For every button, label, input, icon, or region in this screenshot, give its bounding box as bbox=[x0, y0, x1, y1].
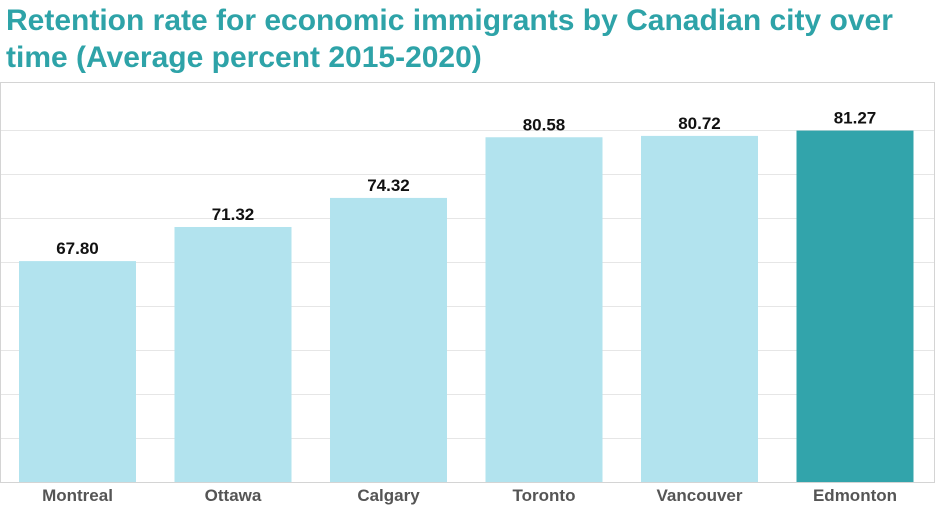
bars bbox=[19, 130, 914, 483]
bar-edmonton bbox=[796, 130, 914, 483]
gridlines bbox=[1, 130, 934, 439]
x-tick-ottawa: Ottawa bbox=[205, 486, 262, 505]
x-tick-montreal: Montreal bbox=[42, 486, 113, 505]
data-label-montreal: 67.80 bbox=[56, 239, 99, 258]
bar-ottawa bbox=[174, 226, 292, 482]
x-tick-toronto: Toronto bbox=[513, 486, 576, 505]
data-label-edmonton: 81.27 bbox=[834, 109, 877, 128]
bar-vancouver bbox=[641, 135, 758, 482]
data-label-calgary: 74.32 bbox=[367, 176, 410, 195]
x-tick-vancouver: Vancouver bbox=[657, 486, 743, 505]
x-tick-edmonton: Edmonton bbox=[813, 486, 897, 505]
bar-calgary bbox=[330, 197, 447, 482]
plot-frame bbox=[0, 82, 935, 483]
data-label-vancouver: 80.72 bbox=[678, 114, 721, 133]
x-tick-labels: Montreal Ottawa Calgary Toronto Vancouver Edm… bbox=[42, 486, 897, 505]
data-label-ottawa: 71.32 bbox=[212, 205, 255, 224]
bar-montreal bbox=[19, 261, 136, 482]
data-label-toronto: 80.58 bbox=[523, 115, 566, 134]
chart-title: Retention rate for economic immigrants b… bbox=[6, 4, 893, 74]
bar-toronto bbox=[485, 137, 603, 482]
data-labels: 67.80 71.32 74.32 80.58 80.72 81.27 bbox=[56, 109, 876, 259]
x-tick-calgary: Calgary bbox=[357, 486, 420, 505]
